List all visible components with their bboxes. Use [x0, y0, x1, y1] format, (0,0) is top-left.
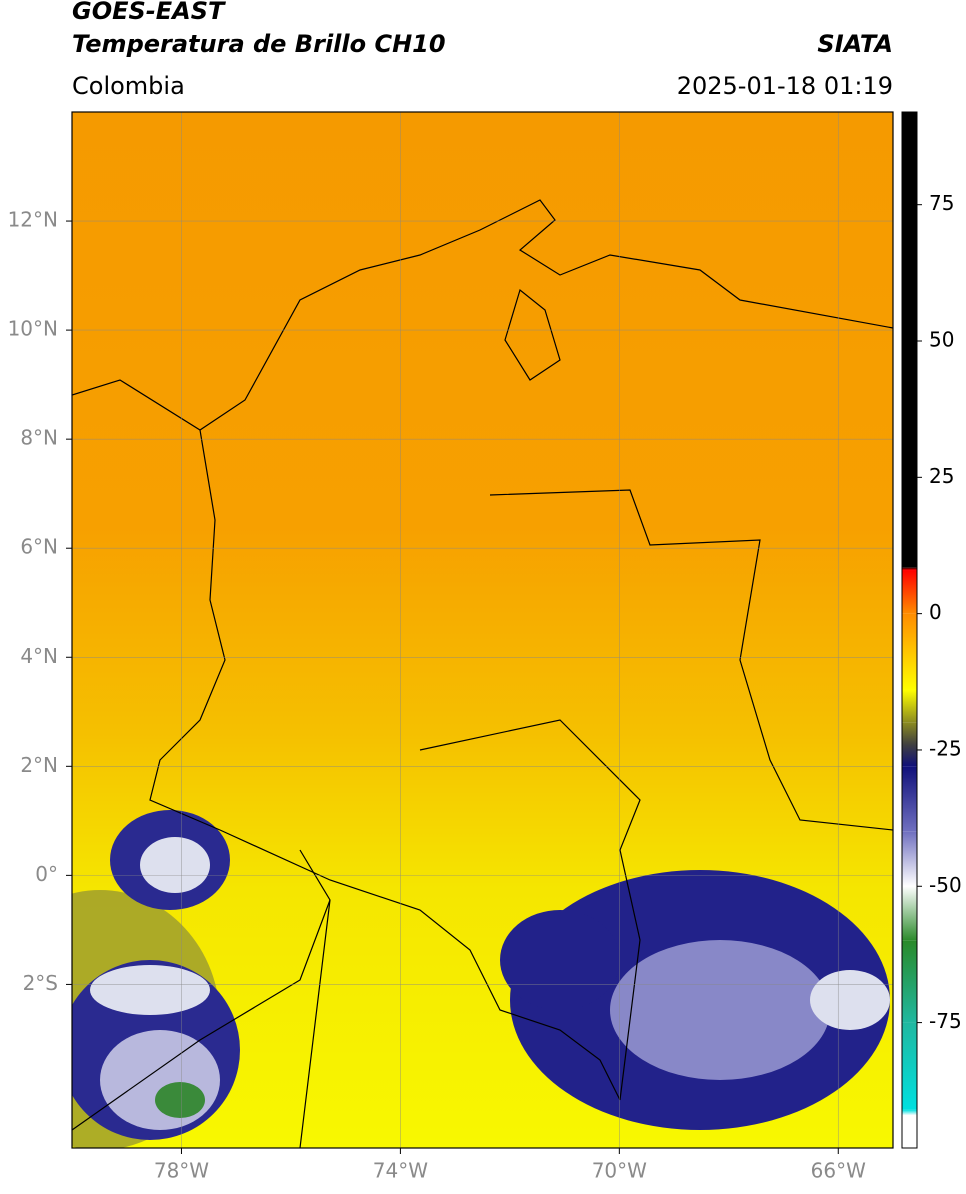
y-tick-label: 8°N: [20, 426, 58, 450]
datetime: 2025-01-18 01:19: [677, 72, 893, 100]
x-tick-label: 70°W: [592, 1159, 647, 1183]
y-tick-label: 4°N: [20, 644, 58, 668]
y-tick-label: 2°S: [23, 971, 58, 995]
colorbar-tick-label: -50: [929, 873, 962, 897]
colorbar-segment: [902, 940, 917, 1023]
map-image: [72, 112, 893, 1148]
colorbar-segment: [902, 1115, 917, 1148]
subtitle: Temperatura de Brillo CH10: [72, 30, 446, 58]
x-tick-label: 74°W: [373, 1159, 428, 1183]
colorbar-segment: [902, 570, 917, 614]
colorbar-segment: [902, 766, 917, 832]
x-tick-label: 66°W: [811, 1159, 866, 1183]
borders: [72, 199, 893, 1148]
colorbar-tick-label: -25: [929, 736, 962, 760]
y-tick-label: 6°N: [20, 535, 58, 559]
colorbar-segment: [902, 1022, 917, 1110]
colorbar-frame: [901, 111, 918, 1149]
title: GOES-EAST: [72, 0, 226, 25]
y-tick-label: 2°N: [20, 753, 58, 777]
colorbar-segment: [902, 1109, 917, 1116]
colorbar-tick-label: 25: [929, 464, 954, 488]
colorbar-segment: [902, 831, 917, 887]
colorbar-tick-label: 0: [929, 600, 942, 624]
y-tick-label: 10°N: [8, 317, 58, 341]
map-frame: [71, 111, 894, 1149]
y-tick-label: 12°N: [8, 208, 58, 232]
source: SIATA: [817, 30, 893, 58]
colorbar-tick-label: 50: [929, 328, 954, 352]
region: Colombia: [72, 72, 185, 100]
x-tick-label: 78°W: [154, 1159, 209, 1183]
y-tick-label: 0°: [35, 862, 58, 886]
colorbar-segment: [902, 613, 917, 690]
colorbar-segment: [902, 722, 917, 745]
colorbar-segment: [902, 689, 917, 723]
colorbar-tick-label: -75: [929, 1009, 962, 1033]
colorbar-segment: [902, 744, 917, 767]
colorbar-segment: [902, 567, 917, 571]
colorbar-segment: [902, 886, 917, 941]
colorbar-segment: [902, 112, 917, 568]
colorbar-tick-label: 75: [929, 191, 954, 215]
